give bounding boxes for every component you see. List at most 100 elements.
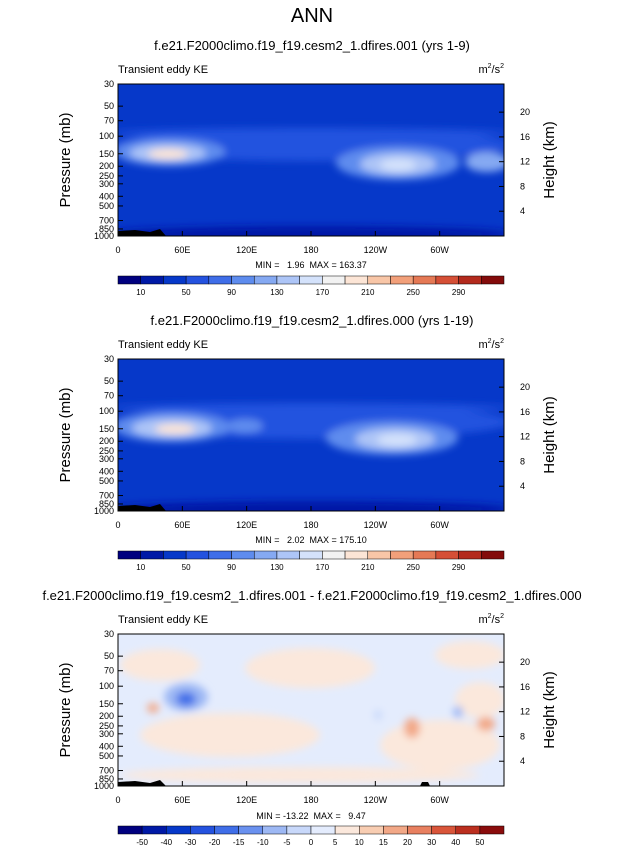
- x-tick-label: 120W: [364, 795, 388, 805]
- panel-1-east-jet-core: [148, 149, 188, 159]
- panel-1-terrain: [118, 229, 166, 236]
- colorbar-swatch: [383, 825, 408, 835]
- colorbar-label: 50: [475, 838, 484, 847]
- panel-1-colorbar: 10 50 90 130 170 210 250 290: [117, 275, 505, 297]
- y-tick-label: 250: [99, 446, 114, 456]
- colorbar-swatch: [412, 275, 437, 285]
- panel-1-atlantic-jet: [465, 152, 504, 172]
- panel-3-units: m2/s2: [478, 613, 504, 626]
- panel-2-variable-label: Transient eddy KE: [118, 339, 208, 351]
- colorbar-label: -5: [283, 838, 291, 847]
- colorbar-label: 5: [333, 838, 338, 847]
- y-tick-label: 1000: [94, 506, 114, 516]
- panel-3-pos-spot-1: [147, 703, 159, 713]
- y-tick-label: 850: [99, 224, 114, 234]
- panel-2-field: [118, 359, 504, 511]
- y2-tick-label: 8: [520, 731, 525, 741]
- y-tick-label: 150: [99, 424, 114, 434]
- colorbar-label: 15: [379, 838, 388, 847]
- panel-1-stats: MIN = 1.96 MAX = 163.37: [255, 260, 367, 270]
- y-tick-label: 30: [104, 629, 114, 639]
- x-tick-label: 180: [303, 795, 318, 805]
- y-tick-label: 300: [99, 729, 114, 739]
- y2-tick-label: 16: [520, 682, 530, 692]
- x-tick-label: 180: [303, 245, 318, 255]
- x-tick-label: 120W: [364, 245, 388, 255]
- x-tick-label: 120E: [236, 245, 257, 255]
- panel-2-stats: MIN = 2.02 MAX = 175.10: [255, 535, 367, 545]
- colorbar-swatch: [166, 825, 191, 835]
- y2-tick-label: 20: [520, 657, 530, 667]
- colorbar-swatch: [390, 275, 414, 285]
- panel-2: f.e21.F2000climo.f19_f19.cesm2_1.dfires.…: [57, 313, 558, 572]
- y-tick-label: 850: [99, 499, 114, 509]
- colorbar-swatch: [163, 550, 187, 560]
- colorbar-label: 50: [182, 563, 191, 572]
- x-tick-label: 60W: [430, 520, 449, 530]
- panel-1-west-jet-core: [380, 159, 416, 171]
- x-tick-label: 120E: [236, 520, 257, 530]
- y2-tick-label: 4: [520, 481, 525, 491]
- colorbar-label: 210: [361, 563, 375, 572]
- y-tick-label: 700: [99, 491, 114, 501]
- panel-3-title: f.e21.F2000climo.f19_f19.cesm2_1.dfires.…: [42, 588, 581, 603]
- y-tick-label: 250: [99, 721, 114, 731]
- x-tick-label: 180: [303, 520, 318, 530]
- y-tick-label: 50: [104, 651, 114, 661]
- y-tick-label: 70: [104, 666, 114, 676]
- colorbar-swatch: [253, 550, 278, 560]
- colorbar-label: 10: [355, 838, 364, 847]
- colorbar-swatch: [310, 825, 336, 835]
- colorbar-swatch: [117, 550, 141, 560]
- panel-3-pos-spot-3: [477, 717, 495, 731]
- colorbar-label: 0: [309, 838, 314, 847]
- colorbar-swatch: [407, 825, 432, 835]
- colorbar-label: 290: [452, 563, 466, 572]
- colorbar-swatch: [286, 825, 312, 835]
- colorbar-label: -30: [185, 838, 197, 847]
- y-tick-label: 400: [99, 466, 114, 476]
- panel-3-y2-axis-label: Height (km): [541, 671, 558, 749]
- colorbar-label: 170: [316, 563, 330, 572]
- panel-1: f.e21.F2000climo.f19_f19.cesm2_1.dfires.…: [57, 38, 558, 297]
- y-tick-label: 300: [99, 454, 114, 464]
- colorbar-swatch: [481, 550, 505, 560]
- colorbar-swatch: [231, 275, 255, 285]
- colorbar-label: -40: [160, 838, 172, 847]
- x-tick-label: 60E: [174, 795, 190, 805]
- panel-3-pos-region-4: [140, 713, 320, 757]
- panel-3-pos-region-1: [120, 649, 200, 681]
- y2-tick-label: 4: [520, 206, 525, 216]
- y2-tick-label: 4: [520, 756, 525, 766]
- y-tick-label: 30: [104, 354, 114, 364]
- y2-tick-label: 16: [520, 132, 530, 142]
- colorbar-swatch: [412, 550, 437, 560]
- y-tick-label: 100: [99, 681, 114, 691]
- y-tick-label: 700: [99, 216, 114, 226]
- colorbar-label: -20: [209, 838, 221, 847]
- colorbar-swatch: [334, 825, 360, 835]
- panel-1-y2-axis-label: Height (km): [541, 121, 558, 199]
- colorbar-swatch: [322, 550, 346, 560]
- y2-tick-label: 20: [520, 107, 530, 117]
- panel-2-west-jet-core: [377, 434, 417, 446]
- colorbar-swatch: [117, 825, 143, 835]
- panel-1-field: [118, 84, 504, 236]
- panel-3-pos-region-3: [435, 641, 504, 669]
- colorbar-label: 170: [316, 288, 330, 297]
- colorbar-label: 130: [270, 288, 284, 297]
- colorbar-swatch: [299, 275, 323, 285]
- panel-2-y2-axis-label: Height (km): [541, 396, 558, 474]
- x-tick-label: 120E: [236, 795, 257, 805]
- colorbar-swatch: [140, 275, 164, 285]
- page-title: ANN: [291, 5, 333, 27]
- panel-2-terrain: [118, 504, 166, 511]
- y2-tick-label: 8: [520, 181, 525, 191]
- panel-2-east-jet-core: [155, 424, 195, 434]
- panel-3-pos-region-2: [245, 648, 375, 688]
- panel-2-units: m2/s2: [478, 338, 504, 351]
- y-tick-label: 150: [99, 149, 114, 159]
- y-tick-label: 500: [99, 201, 114, 211]
